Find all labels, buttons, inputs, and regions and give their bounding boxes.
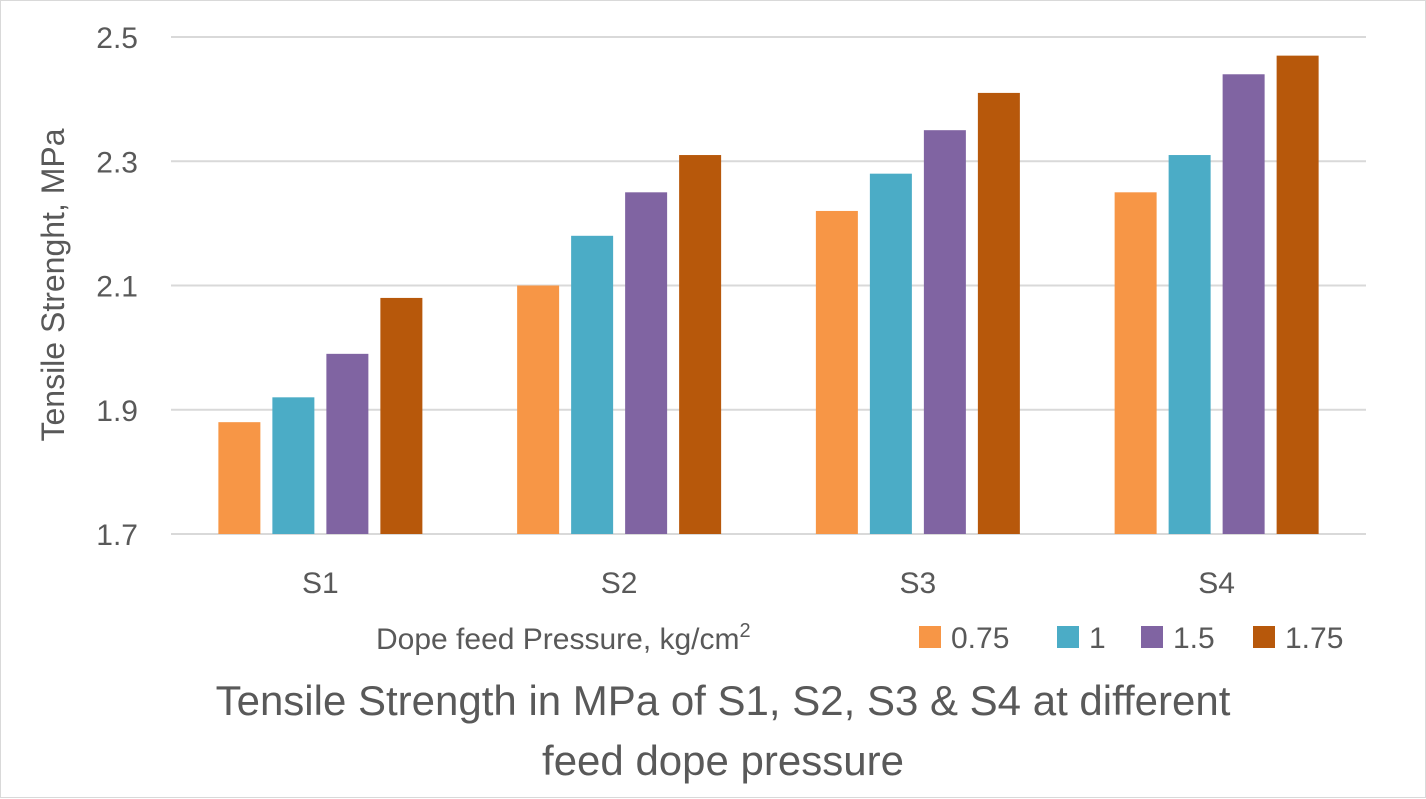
legend-label-1_5: 1.5 (1173, 622, 1215, 655)
y-tick-label: 1.7 (96, 519, 138, 552)
bar-s2-1_75 (679, 155, 722, 534)
y-tick-label: 2.5 (96, 22, 138, 55)
bar-s4-1 (1168, 155, 1211, 534)
bar-s4-1_75 (1276, 55, 1319, 534)
y-tick-labels: 1.7 1.9 2.1 2.3 2.5 (96, 22, 138, 552)
bar-s3-1_75 (977, 92, 1020, 534)
legend-swatch-1_75 (1253, 626, 1275, 648)
gridlines (171, 36, 1366, 535)
bar-s3-0_75 (815, 210, 858, 534)
x-tick-label: S3 (900, 567, 937, 600)
legend-swatch-1 (1057, 626, 1079, 648)
bar-s1-1_5 (326, 353, 369, 534)
bar-s2-1 (571, 235, 614, 535)
x-tick-label: S2 (601, 567, 638, 600)
legend: Dope feed Pressure, kg/cm2 0.75 1 1.5 1.75 (376, 620, 1343, 656)
x-tick-label: S1 (302, 567, 339, 600)
legend-title-text: Dope feed Pressure, kg/cm (376, 623, 740, 656)
bar-s1-1_75 (380, 297, 423, 534)
bar-s1-1 (272, 397, 315, 534)
bar-s3-1_5 (923, 130, 966, 534)
chart-title-line-1: Tensile Strength in MPa of S1, S2, S3 & … (216, 677, 1231, 724)
bar-s2-0_75 (517, 285, 560, 534)
bar-s4-1_5 (1222, 74, 1265, 535)
bar-s4-0_75 (1114, 192, 1157, 534)
y-axis-title: Tensile Strenght, MPa (35, 128, 71, 441)
y-tick-label: 1.9 (96, 395, 138, 428)
x-tick-labels: S1 S2 S3 S4 (302, 567, 1235, 600)
legend-label-0_75: 0.75 (951, 622, 1009, 655)
legend-label-1_75: 1.75 (1285, 622, 1343, 655)
chart-title-line-2: feed dope pressure (542, 737, 904, 784)
legend-items: 0.75 1 1.5 1.75 (919, 622, 1343, 655)
y-tick-label: 2.3 (96, 146, 138, 179)
legend-swatch-0_75 (919, 626, 941, 648)
bar-s1-0_75 (218, 422, 261, 534)
bar-s2-1_5 (625, 192, 668, 534)
bar-s3-1 (869, 173, 912, 535)
y-tick-label: 2.1 (96, 271, 138, 304)
legend-label-1: 1 (1089, 622, 1106, 655)
legend-title: Dope feed Pressure, kg/cm2 (376, 620, 751, 656)
bars (218, 55, 1319, 535)
legend-swatch-1_5 (1141, 626, 1163, 648)
x-tick-label: S4 (1198, 567, 1235, 600)
legend-title-superscript: 2 (740, 620, 751, 642)
